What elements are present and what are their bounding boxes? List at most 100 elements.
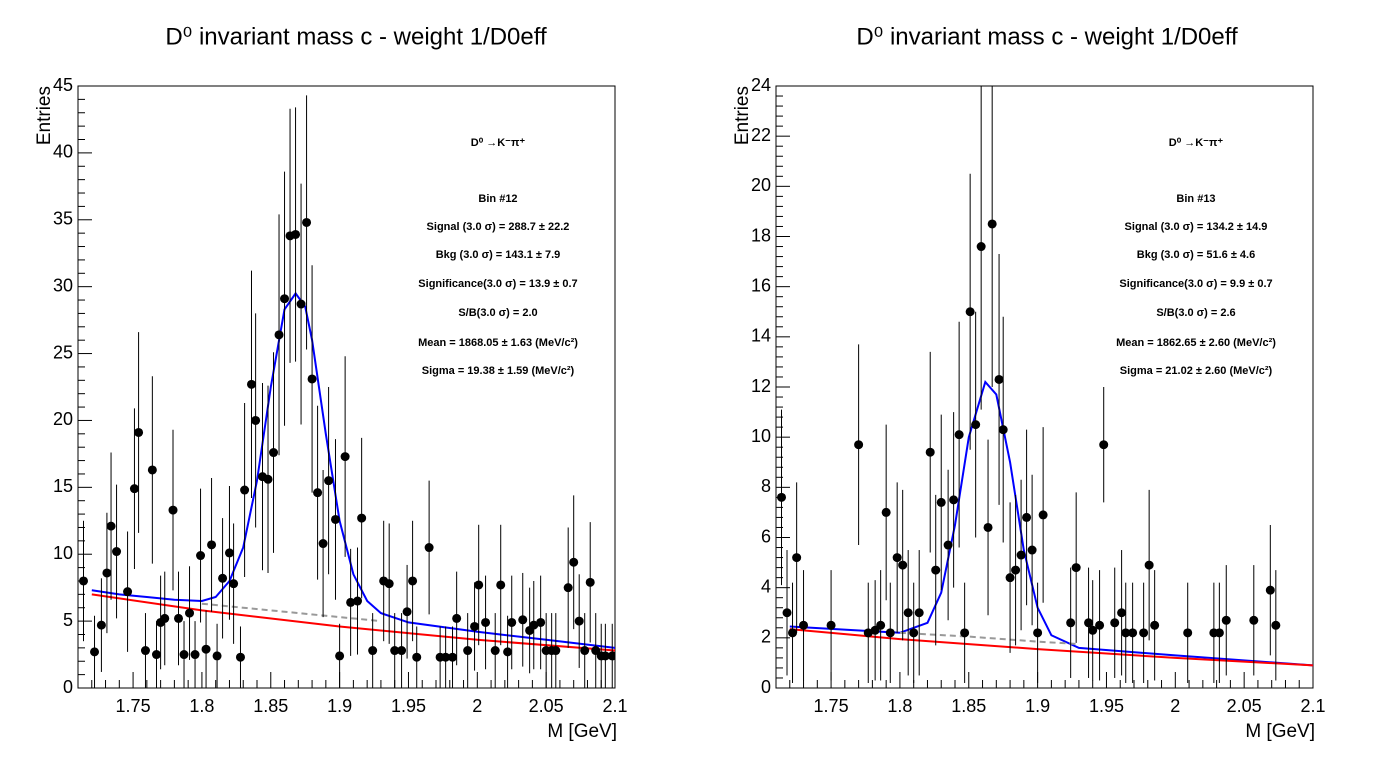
data-point bbox=[518, 615, 528, 625]
data-point bbox=[885, 628, 895, 638]
data-point bbox=[79, 576, 89, 586]
data-point bbox=[960, 628, 970, 638]
data-point bbox=[607, 651, 615, 661]
data-point bbox=[965, 307, 975, 317]
data-point bbox=[190, 650, 200, 660]
data-point bbox=[302, 217, 312, 227]
data-point bbox=[235, 652, 245, 662]
data-point bbox=[412, 652, 422, 662]
data-point bbox=[274, 330, 284, 340]
data-point bbox=[1117, 608, 1127, 618]
data-point bbox=[481, 617, 491, 627]
data-point bbox=[507, 617, 517, 627]
data-point bbox=[335, 651, 345, 661]
data-point bbox=[574, 616, 584, 626]
data-point bbox=[1088, 625, 1098, 635]
data-point bbox=[330, 514, 340, 524]
data-point bbox=[96, 620, 106, 630]
data-point bbox=[1265, 585, 1275, 595]
data-point bbox=[251, 415, 261, 425]
data-point bbox=[1144, 560, 1154, 570]
data-point bbox=[788, 628, 798, 638]
data-point bbox=[246, 379, 256, 389]
x-axis-label: M [GeV] bbox=[547, 721, 617, 742]
y-tick-label: 14 bbox=[751, 326, 771, 346]
data-point bbox=[201, 644, 211, 654]
data-point bbox=[1027, 545, 1037, 555]
data-point bbox=[474, 580, 484, 590]
data-point bbox=[1150, 620, 1160, 630]
y-tick-label: 4 bbox=[761, 576, 771, 596]
data-point bbox=[580, 646, 590, 656]
data-point bbox=[569, 557, 579, 567]
data-point bbox=[384, 579, 394, 589]
data-point bbox=[563, 583, 573, 593]
data-point bbox=[854, 440, 864, 450]
data-point bbox=[424, 543, 434, 553]
y-tick-label: 20 bbox=[751, 175, 771, 195]
data-point bbox=[112, 547, 122, 557]
data-point bbox=[340, 452, 350, 462]
data-point bbox=[179, 650, 189, 660]
y-axis-label: Entries bbox=[732, 86, 753, 145]
data-point bbox=[863, 628, 873, 638]
fit-annotation: Bkg (3.0 σ) = 143.1 ± 7.9 bbox=[436, 249, 561, 261]
data-point bbox=[151, 650, 161, 660]
data-point bbox=[892, 553, 902, 563]
data-point bbox=[1139, 628, 1149, 638]
data-point bbox=[976, 242, 986, 252]
data-point bbox=[280, 294, 290, 304]
data-point bbox=[90, 647, 100, 657]
x-tick-label: 1.9 bbox=[1025, 696, 1050, 716]
x-tick-label: 2.1 bbox=[602, 696, 627, 716]
chart-title: D⁰ invariant mass c - weight 1/D0eff bbox=[165, 23, 547, 50]
data-point bbox=[936, 497, 946, 507]
x-tick-label: 1.85 bbox=[951, 696, 986, 716]
data-point bbox=[229, 579, 239, 589]
x-tick-label: 1.8 bbox=[887, 696, 912, 716]
data-point bbox=[140, 646, 150, 656]
x-tick-label: 1.95 bbox=[1089, 696, 1124, 716]
fit-annotation: Significance(3.0 σ) = 9.9 ± 0.7 bbox=[1119, 278, 1272, 290]
data-point bbox=[224, 548, 234, 558]
fit-annotation: Significance(3.0 σ) = 13.9 ± 0.7 bbox=[418, 278, 577, 290]
x-axis-label: M [GeV] bbox=[1245, 721, 1315, 742]
data-point bbox=[452, 613, 462, 623]
data-point bbox=[943, 540, 953, 550]
data-point bbox=[600, 651, 610, 661]
data-point bbox=[318, 539, 328, 549]
y-tick-label: 6 bbox=[761, 526, 771, 546]
data-point bbox=[925, 447, 935, 457]
fit-curve bbox=[899, 631, 1079, 646]
fit-annotation: Bkg (3.0 σ) = 51.6 ± 4.6 bbox=[1137, 249, 1255, 261]
fit-annotation: Sigma = 19.38 ± 1.59 (MeV/c²) bbox=[422, 365, 575, 377]
data-point bbox=[551, 646, 561, 656]
data-point bbox=[1038, 510, 1048, 520]
data-point bbox=[998, 425, 1008, 435]
fit-annotation: D⁰ →K⁻π⁺ bbox=[1169, 137, 1224, 149]
data-point bbox=[1271, 620, 1281, 630]
panel: D⁰ invariant mass c - weight 1/D0eff M [G… bbox=[34, 23, 628, 742]
data-point bbox=[898, 560, 908, 570]
y-tick-label: 18 bbox=[751, 225, 771, 245]
y-tick-label: 24 bbox=[751, 75, 771, 95]
fit-annotation: Mean = 1862.65 ± 2.60 (MeV/c²) bbox=[1116, 337, 1276, 349]
y-tick-label: 35 bbox=[53, 209, 73, 229]
data-point bbox=[408, 576, 418, 586]
data-point bbox=[397, 646, 407, 656]
data-point bbox=[914, 608, 924, 618]
fit-annotation: S/B(3.0 σ) = 2.6 bbox=[1156, 307, 1235, 319]
data-point bbox=[346, 597, 356, 607]
fit-annotation: Bin #13 bbox=[1176, 193, 1215, 205]
data-point bbox=[441, 652, 451, 662]
y-tick-label: 15 bbox=[53, 476, 73, 496]
data-point bbox=[1099, 440, 1109, 450]
y-tick-label: 8 bbox=[761, 476, 771, 496]
data-point bbox=[529, 620, 539, 630]
fit-annotation: Sigma = 21.02 ± 2.60 (MeV/c²) bbox=[1120, 365, 1273, 377]
data-point bbox=[1066, 618, 1076, 628]
data-point bbox=[536, 617, 546, 627]
data-point bbox=[174, 613, 184, 623]
data-point bbox=[324, 476, 334, 486]
y-tick-label: 5 bbox=[63, 610, 73, 630]
